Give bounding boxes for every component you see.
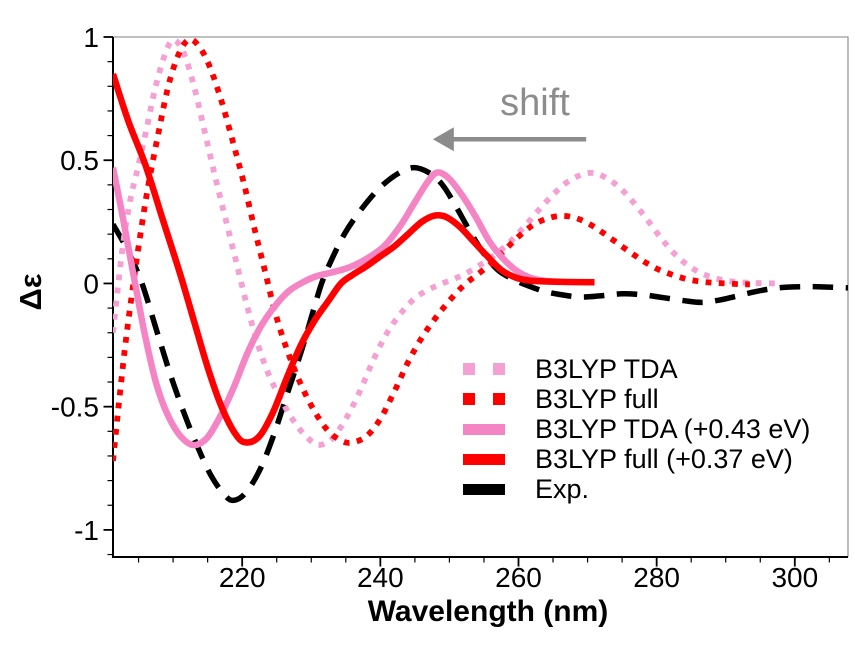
svg-text:280: 280 — [633, 562, 680, 593]
series-b3lyp-full-0-37-ev — [113, 73, 595, 446]
left-bottom-spines — [112, 37, 848, 558]
svg-text:-0.5: -0.5 — [51, 392, 99, 423]
legend-label: Exp. — [535, 473, 590, 504]
svg-text:0: 0 — [83, 268, 99, 299]
x-tick-labels: 220 240 260 280 300 — [219, 562, 818, 593]
legend-label: B3LYP TDA (+0.43 eV) — [535, 413, 811, 444]
legend-swatch-dotted — [463, 393, 505, 405]
shift-left-arrow-icon — [432, 127, 587, 152]
svg-text:260: 260 — [495, 562, 542, 593]
legend-swatch-solid — [463, 423, 505, 435]
series-b3lyp-tda — [113, 37, 782, 448]
legend-label: B3LYP full (+0.37 eV) — [535, 443, 793, 474]
svg-text:240: 240 — [357, 562, 404, 593]
legend-label: B3LYP TDA — [535, 353, 678, 384]
legend-swatch-dotted — [463, 363, 505, 375]
svg-text:220: 220 — [219, 562, 266, 593]
svg-text:-1: -1 — [74, 515, 99, 546]
x-axis-ticks — [137, 557, 830, 567]
svg-text:0.5: 0.5 — [60, 145, 99, 176]
svg-text:300: 300 — [771, 562, 818, 593]
series-b3lyp-full — [113, 37, 750, 462]
legend-item: B3LYP TDA (+0.43 eV) — [463, 414, 810, 444]
legend-item: B3LYP full — [463, 384, 810, 414]
legend-swatch-solid — [463, 453, 505, 465]
legend-item: Exp. — [463, 474, 810, 504]
legend-label: B3LYP full — [535, 383, 659, 414]
svg-text:1: 1 — [83, 22, 99, 53]
y-axis-ticks — [103, 36, 113, 556]
legend: B3LYP TDA B3LYP full B3LYP TDA (+0.43 eV… — [463, 354, 810, 504]
series-b3lyp-tda-0-43-ev — [113, 166, 561, 449]
legend-item: B3LYP full (+0.37 eV) — [463, 444, 810, 474]
y-tick-labels: 1 0.5 0 -0.5 -1 — [51, 22, 99, 546]
x-axis-label: Wavelength (nm) — [367, 595, 609, 628]
series-group — [113, 37, 848, 504]
legend-item: B3LYP TDA — [463, 354, 810, 384]
legend-swatch-dashed — [463, 483, 505, 495]
shift-annotation-text: shift — [500, 82, 570, 124]
top-right-spines — [113, 36, 849, 557]
y-axis-label: Δε — [13, 273, 48, 311]
